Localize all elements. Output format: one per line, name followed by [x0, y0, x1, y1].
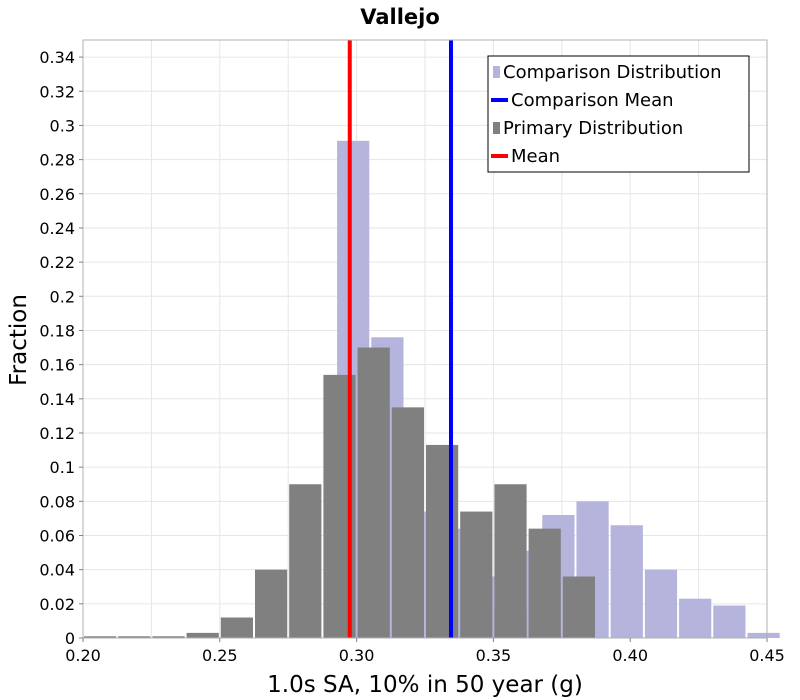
comparison-bar — [713, 605, 746, 638]
primary-bars — [84, 347, 595, 638]
primary-bar — [152, 636, 185, 638]
primary-bar — [528, 528, 561, 638]
y-tick-label: 0.06 — [39, 526, 75, 545]
y-tick-label: 0.1 — [50, 458, 75, 477]
y-tick-label: 0.24 — [39, 219, 75, 238]
mean-lines — [347, 40, 453, 638]
primary-bar — [426, 444, 459, 638]
legend-swatch — [493, 122, 500, 134]
y-tick-label: 0.28 — [39, 151, 75, 170]
comparison-bar — [679, 598, 712, 638]
x-tick-label: 0.40 — [612, 646, 648, 665]
primary-bar — [118, 636, 151, 638]
primary-bar — [562, 636, 595, 638]
primary-bar — [186, 632, 219, 638]
y-tick-label: 0.14 — [39, 390, 75, 409]
x-axis-ticks: 0.20 0.25 0.30 0.35 0.40 0.45 — [65, 638, 785, 665]
y-tick-label: 0.26 — [39, 185, 75, 204]
primary-bar — [255, 569, 288, 638]
x-tick-label: 0.20 — [65, 646, 101, 665]
chart-title: Vallejo — [360, 5, 440, 29]
primary-bar — [494, 612, 527, 638]
y-tick-label: 0.34 — [39, 48, 75, 67]
x-tick-label: 0.35 — [476, 646, 512, 665]
primary-bar — [289, 484, 322, 638]
primary-bar — [528, 636, 561, 638]
legend-label: Comparison Mean — [511, 90, 674, 111]
y-tick-label: 0.3 — [50, 116, 75, 135]
y-tick-label: 0.02 — [39, 595, 75, 614]
x-tick-label: 0.45 — [749, 646, 785, 665]
plot-frame — [82, 39, 768, 639]
x-tick-label: 0.30 — [339, 646, 375, 665]
comparison-bar — [747, 632, 780, 638]
y-tick-label: 0.2 — [50, 287, 75, 306]
y-axis-ticks: 0 0.02 0.04 0.06 0.08 0.1 0.12 0.14 0.16 0.18 0.2 0… — [39, 48, 83, 648]
comparison-bar — [610, 525, 643, 638]
y-tick-label: 0.18 — [39, 321, 75, 340]
x-axis-title: 1.0s SA, 10% in 50 year (g) — [267, 672, 583, 698]
primary-bar — [391, 407, 424, 638]
primary-bar — [460, 511, 493, 638]
y-tick-label: 0.08 — [39, 492, 75, 511]
legend-box — [487, 55, 750, 173]
y-axis-title: Fraction — [6, 294, 32, 386]
x-tick-label: 0.25 — [202, 646, 238, 665]
legend-label: Primary Distribution — [503, 118, 683, 139]
primary-bar — [220, 617, 253, 638]
legend-swatch — [493, 66, 500, 78]
y-tick-label: 0.16 — [39, 356, 75, 375]
legend-label: Comparison Distribution — [503, 62, 722, 83]
y-tick-label: 0.32 — [39, 82, 75, 101]
legend: Comparison Distribution Comparison Mean Pr… — [487, 55, 750, 173]
y-tick-label: 0.04 — [39, 561, 75, 580]
legend-label: Mean — [511, 146, 560, 167]
y-tick-label: 0.22 — [39, 253, 75, 272]
primary-bar — [562, 576, 595, 638]
y-tick-label: 0.12 — [39, 424, 75, 443]
y-tick-label: 0 — [65, 629, 75, 648]
primary-bar — [84, 636, 117, 638]
primary-bar — [357, 347, 390, 638]
comparison-bar — [644, 569, 678, 638]
